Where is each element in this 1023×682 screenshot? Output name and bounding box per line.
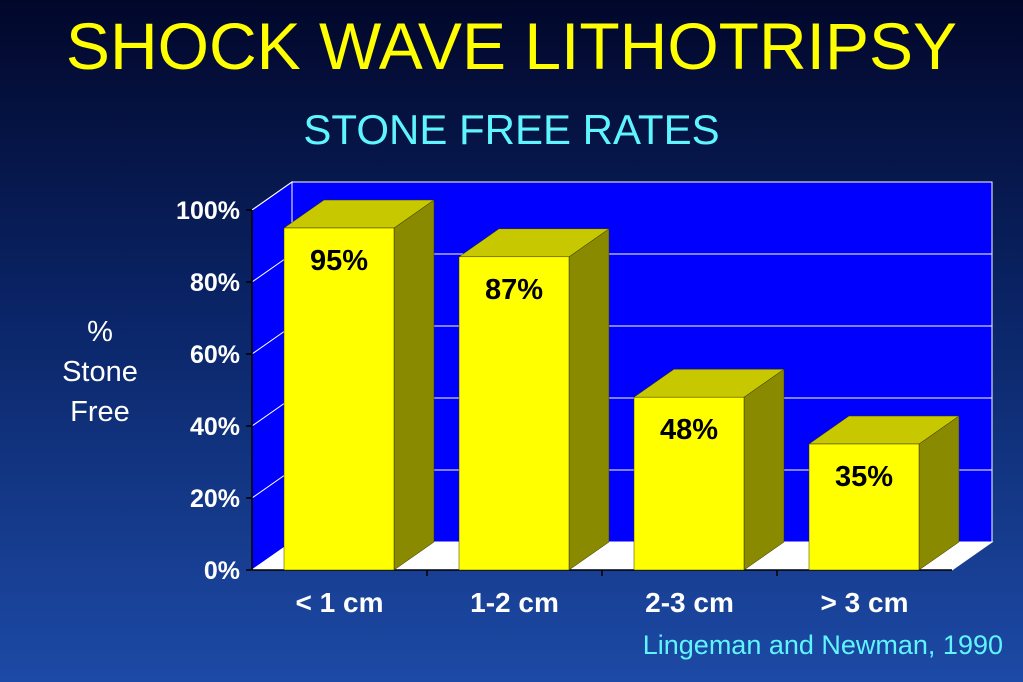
y-axis-label-line: % xyxy=(87,316,113,348)
bar xyxy=(808,443,920,571)
bar-side xyxy=(393,199,435,571)
gridline xyxy=(251,181,992,211)
chart-subtitle: STONE FREE RATES xyxy=(0,104,1023,156)
y-tick-label: 20% xyxy=(190,485,240,513)
x-tick-label: 2-3 cm xyxy=(645,587,734,618)
data-label: 48% xyxy=(660,414,718,446)
bar-side xyxy=(743,368,785,571)
y-tick-label: 40% xyxy=(190,413,240,441)
slide-title: SHOCK WAVE LITHOTRIPSY xyxy=(65,9,958,83)
chart-subtitle-text: STONE FREE RATES xyxy=(303,106,720,153)
x-tick-label: 1-2 cm xyxy=(470,587,559,618)
y-axis-label: % Stone Free xyxy=(40,312,160,432)
y-tick-label: 100% xyxy=(176,197,240,225)
bar-side xyxy=(568,228,610,571)
y-axis-label-line: Stone xyxy=(62,356,138,388)
data-label: 35% xyxy=(835,461,893,493)
y-axis-label-line: Free xyxy=(70,396,130,428)
bar xyxy=(458,256,570,571)
source-citation: Lingeman and Newman, 1990 xyxy=(642,630,1003,660)
y-tick-label: 0% xyxy=(204,557,240,585)
x-tick-label: < 1 cm xyxy=(296,587,384,618)
x-tick-label: > 3 cm xyxy=(821,587,909,618)
y-tick-label: 60% xyxy=(190,341,240,369)
y-tick-label: 80% xyxy=(190,269,240,297)
bar xyxy=(633,396,745,571)
bar xyxy=(283,227,395,571)
data-label: 87% xyxy=(485,274,543,306)
data-label: 95% xyxy=(310,245,368,277)
